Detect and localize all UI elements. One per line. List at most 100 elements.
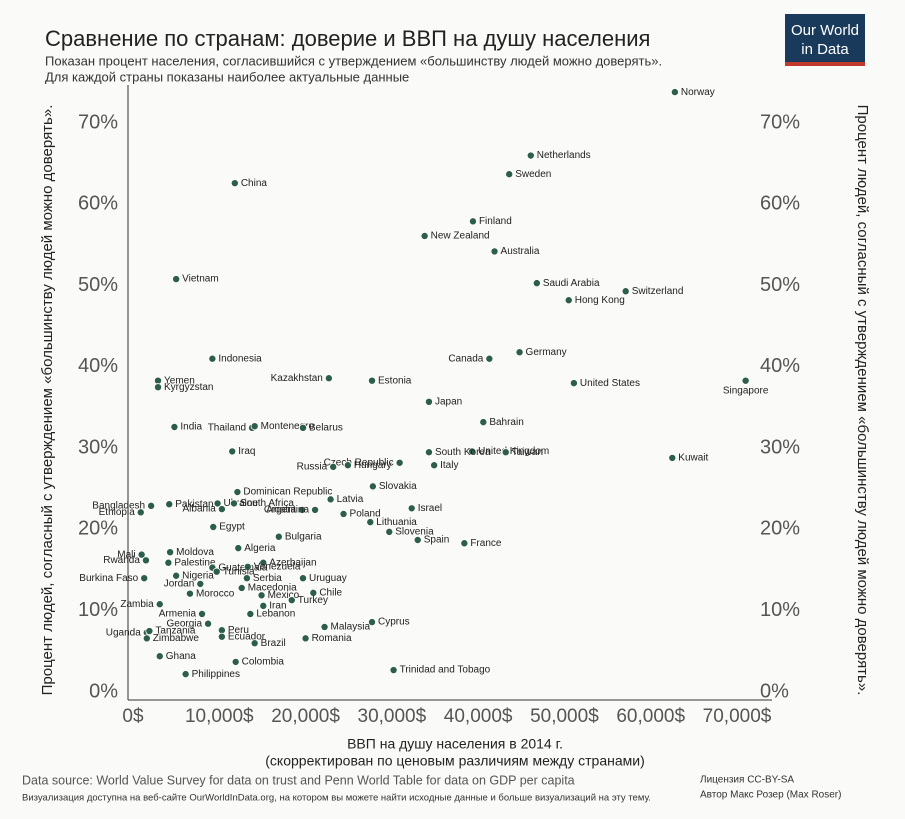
point-label: Trinidad and Tobago [400, 665, 491, 676]
point-label: Lebanon [256, 609, 295, 620]
point [165, 500, 174, 509]
point-label: Italy [440, 460, 458, 471]
point [479, 418, 488, 427]
chart-title: Сравнение по странам: доверие и ВВП на д… [45, 26, 650, 51]
point [155, 652, 164, 661]
point [460, 539, 469, 548]
point [181, 670, 190, 679]
point [311, 505, 320, 514]
point [185, 589, 194, 598]
point [213, 499, 222, 508]
y-tick-label-right: 0% [760, 680, 789, 702]
point-label: Cyprus [378, 617, 410, 628]
point-label: Serbia [253, 573, 282, 584]
point [230, 179, 239, 188]
point [413, 535, 422, 544]
logo-strip [785, 62, 865, 66]
subtitle: Показан процент населения, согласившийся… [45, 53, 662, 68]
point-label: Hungary [354, 460, 392, 471]
point-label: Yemen [164, 375, 195, 386]
source: Data source: World Value Survey for data… [22, 773, 575, 787]
point-label: Belarus [309, 422, 343, 433]
point [233, 488, 242, 497]
point-label: Kyrgyzstan [164, 382, 213, 393]
point [231, 657, 240, 666]
point-label: United States [580, 378, 640, 389]
point-label: India [180, 422, 202, 433]
y-tick-label-right: 60% [760, 193, 800, 215]
point [298, 505, 307, 514]
point [137, 550, 146, 559]
point [564, 296, 573, 305]
point [424, 397, 433, 406]
point [204, 619, 213, 628]
point-label: Japan [435, 396, 462, 407]
note: Визуализация доступна на веб-сайте OurWo… [22, 793, 651, 804]
point-label: Sweden [515, 169, 551, 180]
point-label: Brazil [261, 638, 286, 649]
logo-box [785, 14, 865, 66]
point-label: Bahrain [489, 417, 523, 428]
point [243, 562, 252, 571]
y-tick-label-right: 50% [760, 274, 800, 296]
point [212, 567, 221, 576]
point [172, 275, 181, 284]
point [485, 354, 494, 363]
point-label: Macedonia [248, 583, 297, 594]
point-label: Malaysia [331, 622, 371, 633]
point [368, 482, 377, 491]
point-label: Bangladesh [92, 500, 145, 511]
point [217, 505, 226, 514]
point [741, 376, 750, 385]
x-tick-label: 70,000$ [703, 706, 772, 727]
point-label: Palestine [174, 557, 216, 568]
point-label: Ukraine [224, 498, 259, 509]
point [343, 461, 352, 470]
y-tick-label-right: 10% [760, 599, 800, 621]
point [368, 618, 377, 627]
point-label: Turkey [298, 595, 328, 606]
y-tick-label: 60% [78, 193, 118, 215]
point-label: Uruguay [309, 573, 347, 584]
point-label: Nigeria [182, 570, 214, 581]
x-axis-label: ВВП на душу населения в 2014 г. [347, 736, 563, 752]
y-tick-label-right: 30% [760, 436, 800, 458]
x-tick-label: 10,000$ [185, 706, 254, 727]
y-tick-label-right: 20% [760, 518, 800, 540]
x-tick-label: 0$ [122, 706, 144, 727]
point-label: New Zealand [431, 231, 490, 242]
point-label: Algeria [244, 543, 276, 554]
point-label: Indonesia [218, 353, 262, 364]
y-tick-label: 0% [89, 680, 118, 702]
point-label: Romania [312, 633, 352, 644]
y-tick-label: 30% [78, 436, 118, 458]
y-axis-label: Процент людей, согласный с утверждением … [39, 105, 56, 696]
point [298, 574, 307, 583]
point-label: Singapore [723, 385, 769, 396]
point [621, 287, 630, 296]
point [136, 508, 145, 517]
point-label: Uganda [106, 627, 141, 638]
point [208, 354, 217, 363]
point-label: Australia [501, 246, 540, 257]
y-tick-label: 70% [78, 111, 118, 133]
point-label: Bulgaria [285, 531, 322, 542]
point [424, 448, 433, 457]
point [140, 574, 149, 583]
point-label: Montenegro [261, 421, 315, 432]
point [209, 522, 218, 531]
point-label: Peru [228, 625, 249, 636]
point [324, 374, 333, 383]
point-label: Israel [418, 503, 442, 514]
point [468, 217, 477, 226]
point-label: Mexico [268, 590, 300, 601]
point [385, 527, 394, 536]
point [490, 247, 499, 256]
point-label: Moldova [176, 547, 214, 558]
point [196, 579, 205, 588]
point [198, 609, 207, 618]
point [229, 499, 238, 508]
point-label: Saudi Arabia [543, 278, 600, 289]
point-label: Kazakhstan [271, 373, 323, 384]
